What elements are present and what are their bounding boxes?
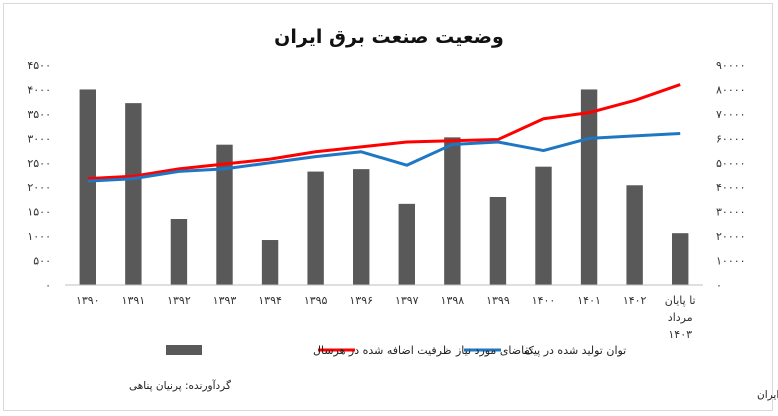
capacity-bar — [444, 137, 461, 285]
capacity-bar — [626, 185, 643, 285]
capacity-bar — [125, 103, 142, 285]
ticks-group: ۰ ۵۰۰ ۱۰۰۰ ۱۵۰۰ ۲۰۰۰ ۲۵۰۰ ۳۰۰۰ ۳۵۰۰ ۴۰۰۰ ۴۵۰۰ ۰ ۱۰۰… — [27, 59, 745, 292]
legend-label-capacity: ظرفیت اضافه شده در هرسال — [313, 344, 452, 357]
source-note: شرکت مدیریت شبکه برق ایران — [757, 389, 778, 401]
lines-group — [87, 83, 681, 183]
capacity-bar — [489, 197, 507, 285]
category-label: ۱۳۹۰ — [76, 294, 100, 307]
capacity-bar — [261, 240, 279, 285]
category-label: ۱۴۰۰ — [532, 294, 556, 307]
left-axis-tick-label: ۲۰۰۰ — [27, 181, 51, 194]
left-axis-tick-label: ۴۵۰۰ — [27, 59, 51, 72]
capacity-bar — [79, 89, 96, 285]
bars-group — [79, 89, 689, 285]
right-axis-tick-label: ۷۰۰۰۰ — [716, 108, 746, 121]
compiler-note: گردآورنده: پرنیان پناهی — [129, 379, 231, 392]
category-label: ۱۳۹۶ — [349, 294, 373, 307]
demand-line — [87, 83, 681, 181]
right-axis-tick-label: ۲۰۰۰۰ — [716, 230, 746, 243]
capacity-bar — [672, 233, 689, 285]
left-axis-tick-label: ۰ — [45, 279, 51, 292]
left-axis-tick-label: ۱۵۰۰ — [27, 206, 51, 219]
category-label: ۱۳۹۸ — [441, 294, 465, 307]
legend-label-demand: تقاضای مورد نیاز — [455, 344, 533, 357]
left-axis-tick-label: ۳۰۰۰ — [27, 132, 51, 145]
category-label: ۱۳۹۹ — [486, 294, 510, 307]
legend: توان تولید شده در پیک تقاضای مورد نیاز ظ… — [166, 344, 626, 357]
category-label: ۱۴۰۲ — [623, 294, 647, 307]
left-axis-tick-label: ۳۵۰۰ — [27, 108, 51, 121]
capacity-bar — [580, 89, 598, 285]
left-axis-tick-label: ۲۵۰۰ — [27, 157, 51, 170]
right-axis-tick-label: ۴۰۰۰۰ — [716, 181, 746, 194]
right-axis-tick-label: ۰ — [716, 279, 722, 292]
chart-title: وضعیت صنعت برق ایران — [274, 26, 504, 48]
right-axis-tick-label: ۹۰۰۰۰ — [716, 59, 746, 72]
right-axis-tick-label: ۶۰۰۰۰ — [716, 132, 746, 145]
legend-swatch-capacity — [166, 345, 202, 355]
category-label: ۱۳۹۴ — [258, 294, 282, 307]
left-axis-tick-label: ۱۰۰۰ — [27, 230, 51, 243]
production-line — [87, 131, 681, 183]
right-axis-tick-label: ۱۰۰۰۰ — [716, 255, 746, 268]
left-axis-tick-label: ۴۰۰۰ — [27, 83, 51, 96]
category-label: ۱۴۰۱ — [577, 294, 601, 307]
category-label: ۱۳۹۱ — [122, 294, 146, 307]
capacity-bar — [398, 203, 415, 285]
capacity-bar — [353, 169, 370, 285]
capacity-bar — [216, 144, 233, 285]
category-label: ۱۳۹۷ — [395, 294, 419, 307]
right-axis-tick-label: ۸۰۰۰۰ — [716, 83, 746, 96]
capacity-bar — [307, 171, 324, 285]
legend-label-production: توان تولید شده در پیک — [524, 344, 626, 357]
category-labels-group: ۱۳۹۰ ۱۳۹۱ ۱۳۹۲ ۱۳۹۳ ۱۳۹۴ ۱۳۹۵ ۱۳۹۶ ۱۳۹۷ ۱۳۹۸ ۱۳۹۹… — [76, 294, 696, 341]
category-label: ۱۳۹۲ — [167, 294, 191, 307]
capacity-bar — [170, 219, 188, 285]
right-axis-tick-label: ۳۰۰۰۰ — [716, 206, 746, 219]
category-label: ۱۴۰۳ — [668, 328, 692, 341]
right-axis-tick-label: ۵۰۰۰۰ — [716, 157, 746, 170]
category-label: مرداد — [668, 311, 693, 324]
category-label: تا پایان — [665, 294, 696, 307]
category-label: ۱۳۹۵ — [304, 294, 328, 307]
left-axis-tick-label: ۵۰۰ — [33, 255, 51, 268]
capacity-bar — [535, 166, 552, 285]
category-label: ۱۳۹۳ — [213, 294, 237, 307]
